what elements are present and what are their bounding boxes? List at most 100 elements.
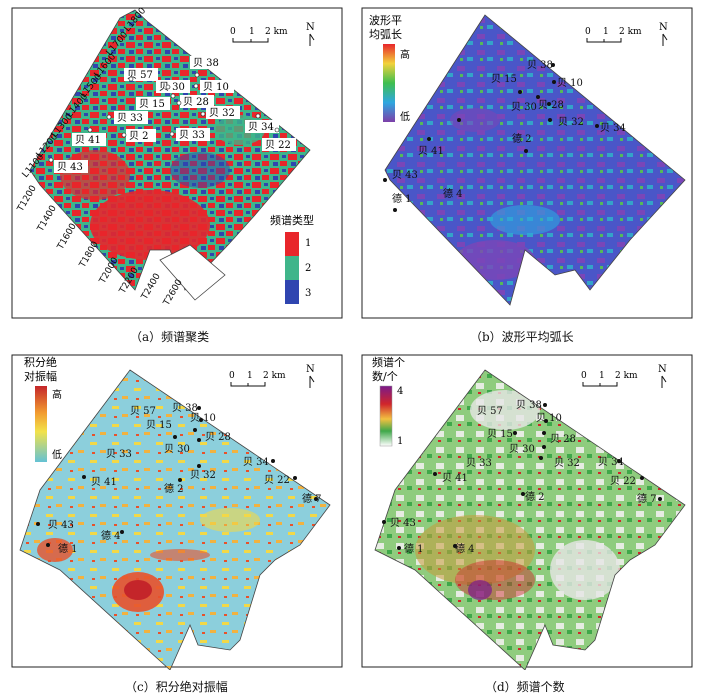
well-label: 贝 28: [183, 96, 209, 108]
well-label: 贝 30: [164, 443, 190, 455]
scale-bar: 0 1 2 km: [229, 371, 286, 387]
well-label: 德 2: [525, 490, 545, 503]
well-label: 德 4: [443, 187, 463, 200]
svg-text:均弧长: 均弧长: [369, 27, 402, 41]
well-label: 贝 33: [466, 457, 492, 469]
well-label: 贝 22: [265, 139, 291, 151]
well-label: 贝 38: [193, 57, 219, 69]
well-label: 德 1: [392, 192, 412, 205]
panel-d-frame: 频谱个 数/个 4 1 贝 57 贝 38 贝 10 贝 15 贝 28 贝 3…: [361, 354, 693, 670]
trace-label: T2600: [161, 278, 184, 309]
svg-text:1: 1: [397, 436, 403, 447]
svg-text:4: 4: [397, 386, 403, 397]
well-label: 贝 33: [106, 448, 132, 460]
legend: 积分绝 对振幅 高 低: [24, 355, 62, 462]
svg-text:高: 高: [400, 48, 410, 61]
panel-c: 积分绝 对振幅 高 低 贝 57 贝 38 贝 10 贝 15 贝 28 贝 3…: [0, 350, 355, 699]
well-label: 贝 38: [516, 399, 542, 411]
well-label: 贝 22: [610, 475, 636, 487]
legend: 频谱个 数/个 4 1: [372, 355, 405, 447]
trace-label: T1800: [77, 240, 100, 271]
well-label: 贝 32: [190, 469, 216, 481]
caption-d: （d）频谱个数: [485, 680, 565, 694]
trace-label: T1600: [55, 222, 78, 253]
well-label: 贝 10: [203, 81, 229, 93]
well-label: 贝 22: [264, 474, 290, 486]
north-arrow-icon: N: [306, 364, 315, 388]
svg-text:低: 低: [400, 110, 410, 123]
well-label: 贝 10: [536, 412, 562, 424]
panel-a: L1800 L1700 L1600 L1500 L1400 L1300 L120…: [0, 0, 355, 350]
well-label: 贝 33: [179, 129, 205, 141]
well-label: 贝 38: [527, 59, 553, 71]
well-label: 德 2: [512, 132, 532, 145]
well-label: 德 2: [164, 482, 184, 495]
svg-text:2 km: 2 km: [265, 27, 288, 37]
well-label: 德 4: [455, 542, 475, 555]
caption-b: （b）波形平均弧长: [470, 330, 574, 344]
well-label: 贝 41: [75, 134, 101, 146]
well-label: 贝 32: [558, 116, 584, 128]
svg-text:波形平: 波形平: [369, 14, 402, 27]
panel-c-frame: 积分绝 对振幅 高 低 贝 57 贝 38 贝 10 贝 15 贝 28 贝 3…: [11, 354, 343, 670]
svg-text:2 km: 2 km: [615, 371, 638, 381]
panel-b: 波形平 均弧长 高 低 贝 38 贝 10 贝 15 贝 30 贝 28 贝 3…: [355, 0, 709, 350]
north-arrow-icon: N: [306, 22, 315, 46]
svg-text:积分绝: 积分绝: [24, 355, 57, 369]
well-label: 贝 34: [600, 122, 626, 134]
well-label: 贝 57: [477, 405, 503, 417]
well-label: 贝 57: [127, 69, 153, 81]
svg-text:对振幅: 对振幅: [24, 369, 57, 383]
well-label: 贝 32: [209, 107, 235, 119]
well-label: 贝 2: [129, 130, 149, 142]
svg-text:频谱个: 频谱个: [372, 355, 405, 369]
well-label: 贝 41: [418, 145, 444, 157]
svg-text:低: 低: [52, 448, 62, 461]
north-arrow-icon: N: [658, 364, 667, 388]
svg-text:3: 3: [305, 288, 311, 299]
svg-text:N: N: [306, 22, 315, 33]
svg-text:N: N: [306, 364, 315, 375]
well-label: 贝 43: [392, 169, 418, 181]
svg-text:1: 1: [305, 238, 311, 249]
well-label: 贝 28: [205, 431, 231, 443]
well-label: 贝 34: [598, 456, 624, 468]
scale-bar: 0 1 2 km: [230, 27, 288, 43]
well-label: 贝 38: [172, 402, 198, 414]
svg-text:2 km: 2 km: [619, 27, 642, 37]
well-label: 贝 33: [117, 112, 143, 124]
well-label: 贝 15: [139, 98, 165, 110]
svg-text:数/个: 数/个: [372, 370, 398, 383]
well-label: 贝 43: [57, 161, 83, 173]
well-label: 德 1: [58, 542, 78, 555]
well-label: 贝 34: [248, 121, 274, 133]
well-label: 贝 41: [442, 472, 468, 484]
well-label: 德 4: [101, 529, 121, 542]
panel-b-frame: 波形平 均弧长 高 低 贝 38 贝 10 贝 15 贝 30 贝 28 贝 3…: [361, 7, 693, 319]
well-label: 德 7: [302, 492, 322, 505]
well-label: 贝 34: [243, 456, 269, 468]
well-label: 贝 30: [509, 443, 535, 455]
legend: 波形平 均弧长 高 低: [369, 14, 410, 123]
well-label: 贝 57: [130, 405, 156, 417]
well-label: 贝 30: [159, 81, 185, 93]
trace-label: T2400: [139, 272, 162, 303]
well-label: 贝 10: [557, 77, 583, 89]
svg-text:1: 1: [247, 371, 253, 381]
trace-label: T1400: [35, 204, 58, 235]
svg-text:0: 0: [581, 371, 587, 381]
well-label: 贝 15: [491, 73, 517, 85]
scale-bar: 0 1 2 km: [585, 27, 642, 43]
well-label: 贝 32: [554, 457, 580, 469]
well-label: 贝 10: [190, 412, 216, 424]
panel-d: 频谱个 数/个 4 1 贝 57 贝 38 贝 10 贝 15 贝 28 贝 3…: [355, 350, 709, 699]
svg-text:0: 0: [585, 27, 591, 37]
well-label: 贝 41: [91, 476, 117, 488]
well-label: 贝 15: [146, 419, 172, 431]
well-label: 德 1: [404, 542, 424, 555]
trace-label: T1200: [15, 184, 38, 215]
scale-bar: 0 1 2 km: [581, 371, 638, 387]
well-label: 贝 15: [487, 428, 513, 440]
well-label: 贝 43: [390, 517, 416, 529]
well-label: 贝 30: [511, 101, 537, 113]
